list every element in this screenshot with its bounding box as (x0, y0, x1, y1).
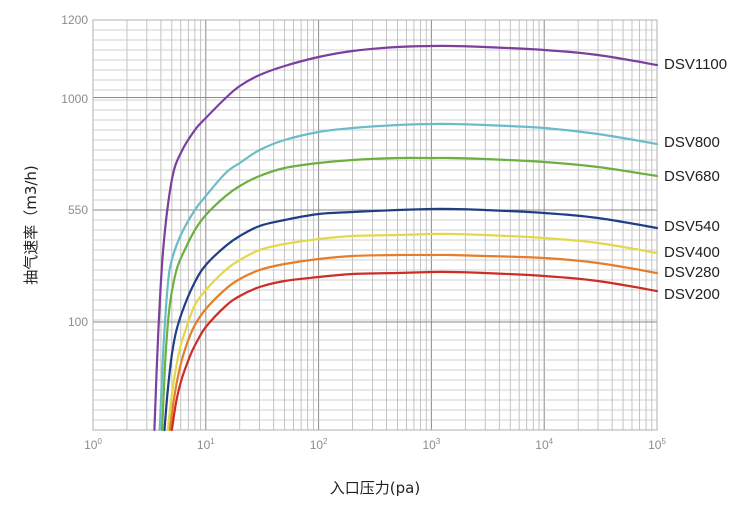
series-label-dsv200: DSV200 (664, 286, 720, 303)
x-tick-label: 102 (310, 437, 328, 452)
y-axis-title: 抽气速率（m3/h) (22, 165, 40, 285)
series-line-dsv540 (163, 207, 659, 432)
plot-frame (92, 19, 658, 431)
x-tick-label: 103 (422, 437, 440, 452)
series-line-dsv200 (170, 270, 659, 432)
x-tick-labels: 100 101 102 103 104 105 (84, 437, 666, 452)
series-label-dsv1100: DSV1100 (664, 56, 727, 73)
y-tick-label: 550 (68, 203, 88, 217)
series-label-dsv280: DSV280 (664, 264, 720, 281)
series-label-dsv540: DSV540 (664, 218, 720, 235)
x-tick-label: 105 (648, 437, 666, 452)
x-axis-title: 入口压力(pa) (330, 479, 420, 497)
series-curves (153, 44, 659, 432)
series-line-dsv400 (166, 232, 659, 432)
series-line-dsv1100 (153, 44, 659, 432)
series-labels: DSV1100 DSV800 DSV680 DSV540 DSV400 DSV280 DSV… (664, 56, 727, 303)
series-line-dsv680 (161, 156, 659, 432)
y-tick-label: 1000 (61, 92, 88, 106)
y-tick-label: 1200 (61, 13, 88, 27)
x-tick-label: 100 (84, 437, 102, 452)
y-tick-label: 100 (68, 315, 88, 329)
x-tick-label: 101 (197, 437, 215, 452)
series-line-dsv800 (158, 122, 659, 432)
grid-lines (92, 20, 657, 430)
series-label-dsv400: DSV400 (664, 244, 720, 261)
series-label-dsv800: DSV800 (664, 134, 720, 151)
x-tick-label: 104 (535, 437, 553, 452)
series-line-dsv280 (168, 253, 659, 432)
y-tick-labels: 1200 1000 550 100 (61, 13, 88, 329)
series-label-dsv680: DSV680 (664, 168, 720, 185)
